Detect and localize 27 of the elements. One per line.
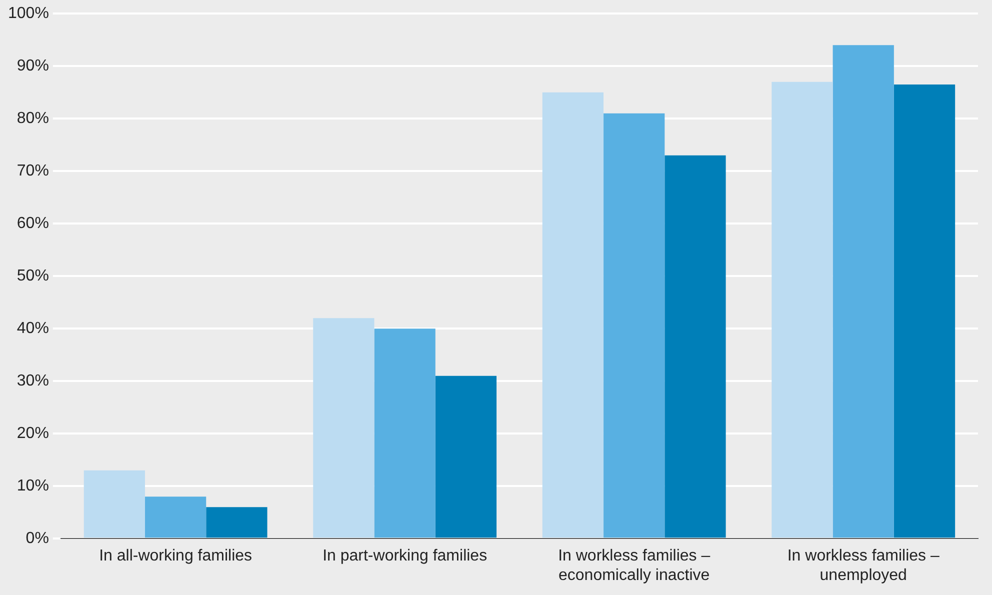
bar: [894, 84, 956, 538]
bar: [664, 155, 726, 538]
x-tick-label: In part-working families: [322, 548, 488, 565]
y-tick-label: 70%: [16, 162, 49, 180]
x-tick-label: In workless families – unemployed: [787, 548, 940, 584]
bar: [604, 113, 665, 538]
y-tick-label: 80%: [16, 110, 49, 128]
y-tick-label: 100%: [8, 5, 49, 22]
bar: [832, 45, 894, 538]
y-tick-label: 90%: [16, 58, 49, 75]
y-tick-label: 60%: [16, 215, 49, 232]
y-tick-label: 20%: [16, 425, 49, 442]
bar: [772, 82, 833, 538]
y-tick-label: 30%: [16, 372, 49, 390]
y-tick-label: 0%: [26, 530, 49, 548]
x-tick-label: In workless families – economically inactive: [558, 548, 710, 584]
y-tick-label: 50%: [16, 268, 49, 285]
bar: [84, 470, 145, 538]
bar: [144, 496, 206, 538]
bar: [435, 376, 497, 538]
bar: [206, 507, 268, 538]
y-tick-label: 40%: [16, 320, 49, 338]
y-tick-label: 10%: [16, 478, 49, 495]
bar: [542, 92, 604, 538]
bar: [374, 328, 436, 538]
bar: [313, 318, 374, 538]
x-tick-label: In all-working families: [99, 548, 252, 565]
